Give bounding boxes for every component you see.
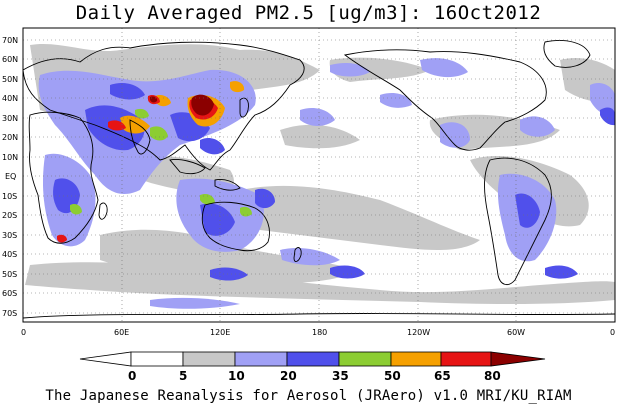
lon-label: 180 xyxy=(312,328,327,337)
lat-label: 40S xyxy=(2,250,17,259)
colorbar-segment xyxy=(338,351,392,367)
lat-label: 20N xyxy=(2,133,18,142)
colorbar-segment xyxy=(130,351,184,367)
map-title: Daily Averaged PM2.5 [ug/m3]: 16Oct2012 xyxy=(75,2,542,24)
lat-label: 10N xyxy=(2,153,18,162)
colorbar: 0 5 10 20 35 50 65 80 xyxy=(79,351,546,383)
colorbar-label: 5 xyxy=(179,369,187,383)
colorbar-label: 20 xyxy=(280,369,297,383)
lat-label: 60N xyxy=(2,55,18,64)
colorbar-segment xyxy=(234,351,288,367)
lon-label: 60E xyxy=(114,328,129,337)
lon-label: 0 xyxy=(21,328,26,337)
colorbar-label: 80 xyxy=(484,369,501,383)
graticule xyxy=(23,28,615,322)
colorbar-segment xyxy=(182,351,236,367)
lat-label: 50N xyxy=(2,75,18,84)
colorbar-segment xyxy=(286,351,340,367)
colorbar-label: 0 xyxy=(128,369,136,383)
colorbar-label: 50 xyxy=(384,369,401,383)
lon-label: 0 xyxy=(610,328,615,337)
lat-label: 10S xyxy=(2,192,17,201)
lon-label: 60W xyxy=(507,328,525,337)
colorbar-segment xyxy=(390,351,442,367)
colorbar-label: 35 xyxy=(332,369,349,383)
footer-credit: The Japanese Reanalysis for Aerosol (JRA… xyxy=(45,388,572,404)
pm25-field-layer xyxy=(25,43,615,309)
lat-label: 70N xyxy=(2,36,18,45)
lon-label: 120W xyxy=(407,328,430,337)
colorbar-high-triangle xyxy=(490,351,546,367)
colorbar-segment xyxy=(440,351,492,367)
lat-label: 40N xyxy=(2,94,18,103)
coastlines xyxy=(23,40,615,319)
colorbar-label: 65 xyxy=(434,369,451,383)
lat-label: 20S xyxy=(2,211,17,220)
lat-label: 60S xyxy=(2,289,17,298)
pm25-level-5-10 xyxy=(25,43,615,305)
lat-label: 30N xyxy=(2,114,18,123)
lon-label: 120E xyxy=(210,328,230,337)
colorbar-low-triangle xyxy=(79,351,132,367)
colorbar-label: 10 xyxy=(228,369,245,383)
lat-label: 50S xyxy=(2,270,17,279)
latitude-labels: 70N 60N 50N 40N 30N 20N 10N EQ 10S 20S 3… xyxy=(2,36,18,318)
longitude-labels: 0 60E 120E 180 120W 60W 0 xyxy=(21,328,615,337)
lat-label: 30S xyxy=(2,231,17,240)
lat-label: 70S xyxy=(2,309,17,318)
lat-label: EQ xyxy=(5,172,16,181)
